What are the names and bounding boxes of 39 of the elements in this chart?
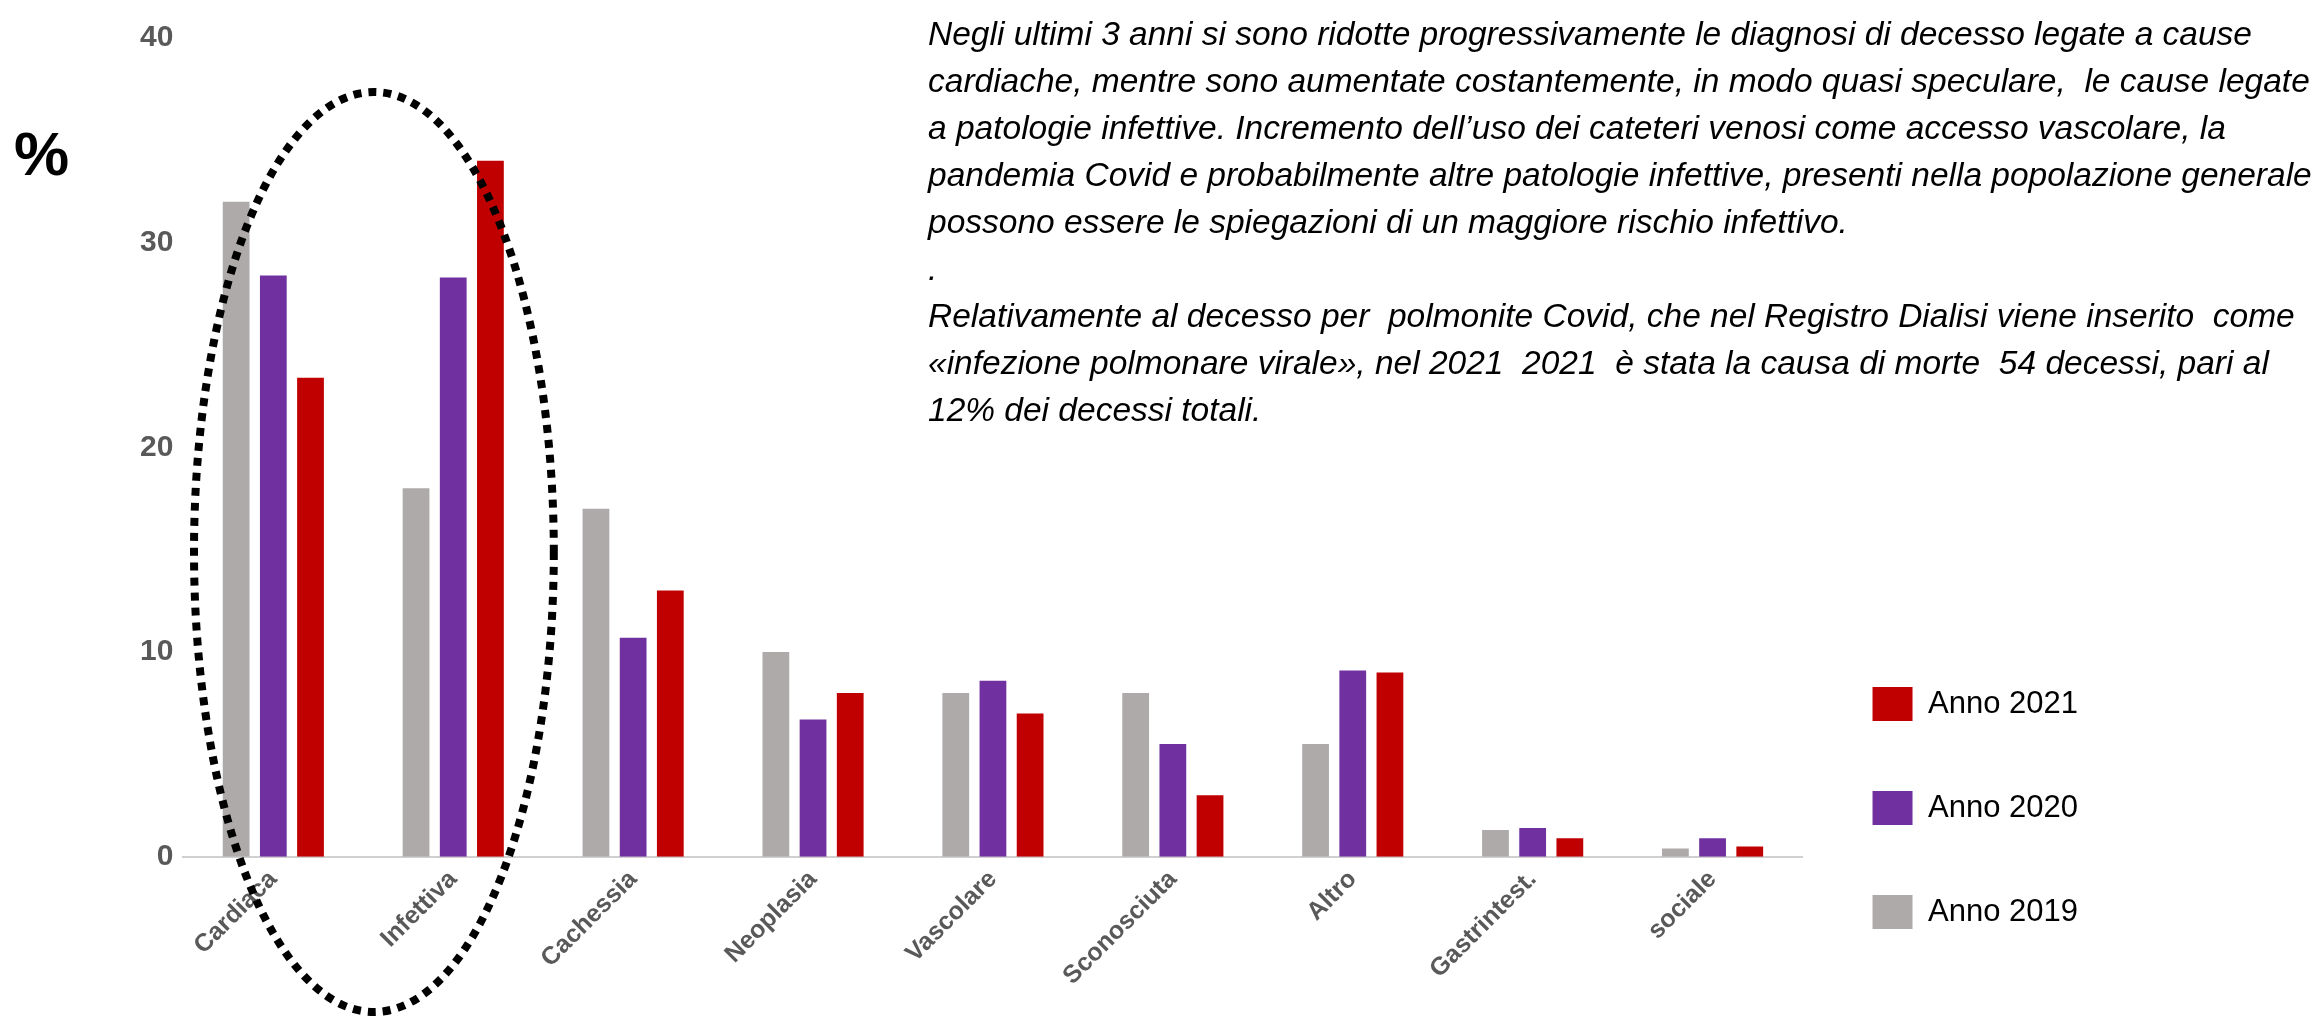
y-tick-label: 0 [156, 837, 174, 871]
annotation: Negli ultimi 3 anni si sono ridotte progressivamente le diagnosi di decesso legate a cause cardiache, mentre sono aumentate costantemente, in modo quasi speculare, le cause legate a patologie infettive. Incremento dell’uso dei cateteri venosi come accesso vascolare, la pandemia Covid e probabilmente altre patologie infettive, presenti nella popolazione generale possono essere le spiegazioni di un maggiore rischio infettivo. [928, 14, 2313, 242]
bar [942, 692, 970, 857]
bar [1662, 848, 1689, 857]
bar [297, 377, 324, 857]
bar [1159, 744, 1187, 857]
bar [1376, 672, 1404, 857]
annotation: Relativamente al decesso per polmonite Covid, che nel Registro Dialisi viene inserito come «infezione polmonare virale», nel 2021 2021 è stata la causa di morte 54 decessi, pari al 12% dei decessi totali. [928, 296, 2296, 430]
bar [1016, 713, 1044, 857]
bar [1482, 830, 1509, 857]
bar [1302, 744, 1329, 857]
bar [1196, 795, 1224, 857]
bar [1699, 838, 1726, 857]
bar [836, 692, 864, 857]
y-axis-title: % [14, 118, 70, 189]
y-tick-label: 10 [139, 633, 174, 667]
annotation: . [928, 249, 939, 289]
bar [1339, 670, 1367, 857]
bar [477, 160, 504, 857]
bar [402, 488, 430, 857]
bar [1519, 828, 1547, 857]
bar [762, 652, 790, 857]
bar [1556, 838, 1584, 857]
bar [259, 275, 287, 857]
bar [799, 719, 827, 857]
bar [582, 508, 610, 857]
bar [979, 680, 1007, 857]
bar [222, 201, 250, 857]
legend-label: Anno 2020 [1928, 788, 2079, 824]
bar [619, 637, 647, 857]
bar [1736, 846, 1764, 857]
y-tick-label: 30 [139, 223, 174, 257]
legend-label: Anno 2019 [1928, 892, 2079, 928]
bar [439, 277, 467, 857]
y-tick-label: 40 [139, 19, 174, 53]
legend-label: Anno 2021 [1928, 684, 2079, 720]
y-tick-label: 20 [139, 428, 174, 462]
bar [1122, 692, 1150, 857]
bar [656, 590, 684, 857]
